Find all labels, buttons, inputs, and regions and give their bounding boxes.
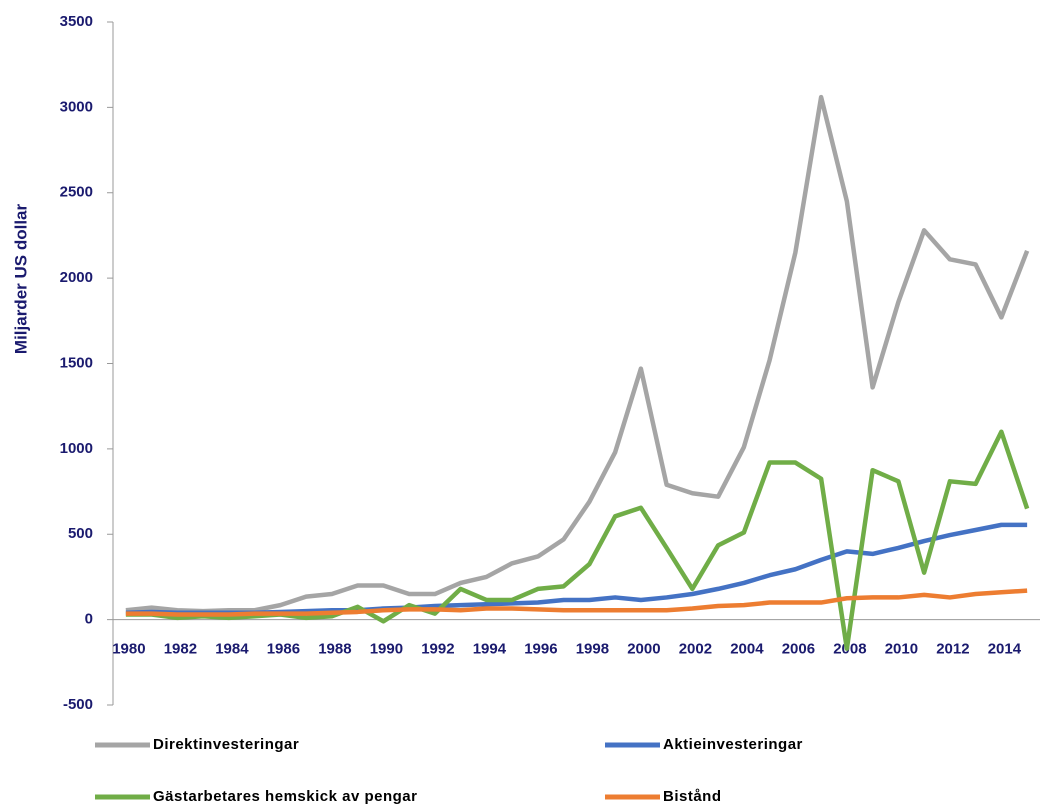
y-axis-label: Miljarder US dollar <box>11 204 30 355</box>
x-tick-label: 2002 <box>679 641 712 658</box>
y-tick-label: 2500 <box>60 184 93 201</box>
x-tick-label: 2014 <box>988 641 1022 658</box>
x-tick-label: 2000 <box>627 641 660 658</box>
line-series <box>125 588 1028 617</box>
x-tick-label: 1990 <box>370 641 403 658</box>
x-tick-label: 1982 <box>164 641 197 658</box>
legend-label: Gästarbetares hemskick av pengar <box>153 788 417 805</box>
x-tick-label: 1992 <box>421 641 454 658</box>
y-tick-label: 500 <box>68 525 93 542</box>
x-tick-label: 2008 <box>833 641 866 658</box>
line-series <box>125 429 1030 651</box>
y-tick-label: 1000 <box>60 440 93 457</box>
legend-label: Aktieinvesteringar <box>663 736 803 753</box>
y-tick-label: 2000 <box>60 269 93 286</box>
x-tick-label: 1980 <box>112 641 145 658</box>
x-tick-label: 2006 <box>782 641 815 658</box>
x-tick-label: 1984 <box>215 641 249 658</box>
y-tick-label: 3000 <box>60 98 93 115</box>
x-tick-label: 2012 <box>936 641 969 658</box>
x-tick-label: 2004 <box>730 641 764 658</box>
x-tick-label: 1998 <box>576 641 609 658</box>
x-tick-label: 1988 <box>318 641 351 658</box>
x-tick-label: 1986 <box>267 641 300 658</box>
x-tick-label: 2010 <box>885 641 918 658</box>
y-tick-label: 3500 <box>60 13 93 30</box>
line-series <box>125 94 1030 614</box>
y-tick-label: 0 <box>85 611 93 628</box>
legend-label: Direktinvesteringar <box>153 736 299 753</box>
y-tick-label: 1500 <box>60 354 93 371</box>
legend-label: Bistånd <box>663 788 722 805</box>
x-tick-label: 1996 <box>524 641 557 658</box>
x-tick-label: 1994 <box>473 641 507 658</box>
y-tick-label: -500 <box>63 696 93 713</box>
